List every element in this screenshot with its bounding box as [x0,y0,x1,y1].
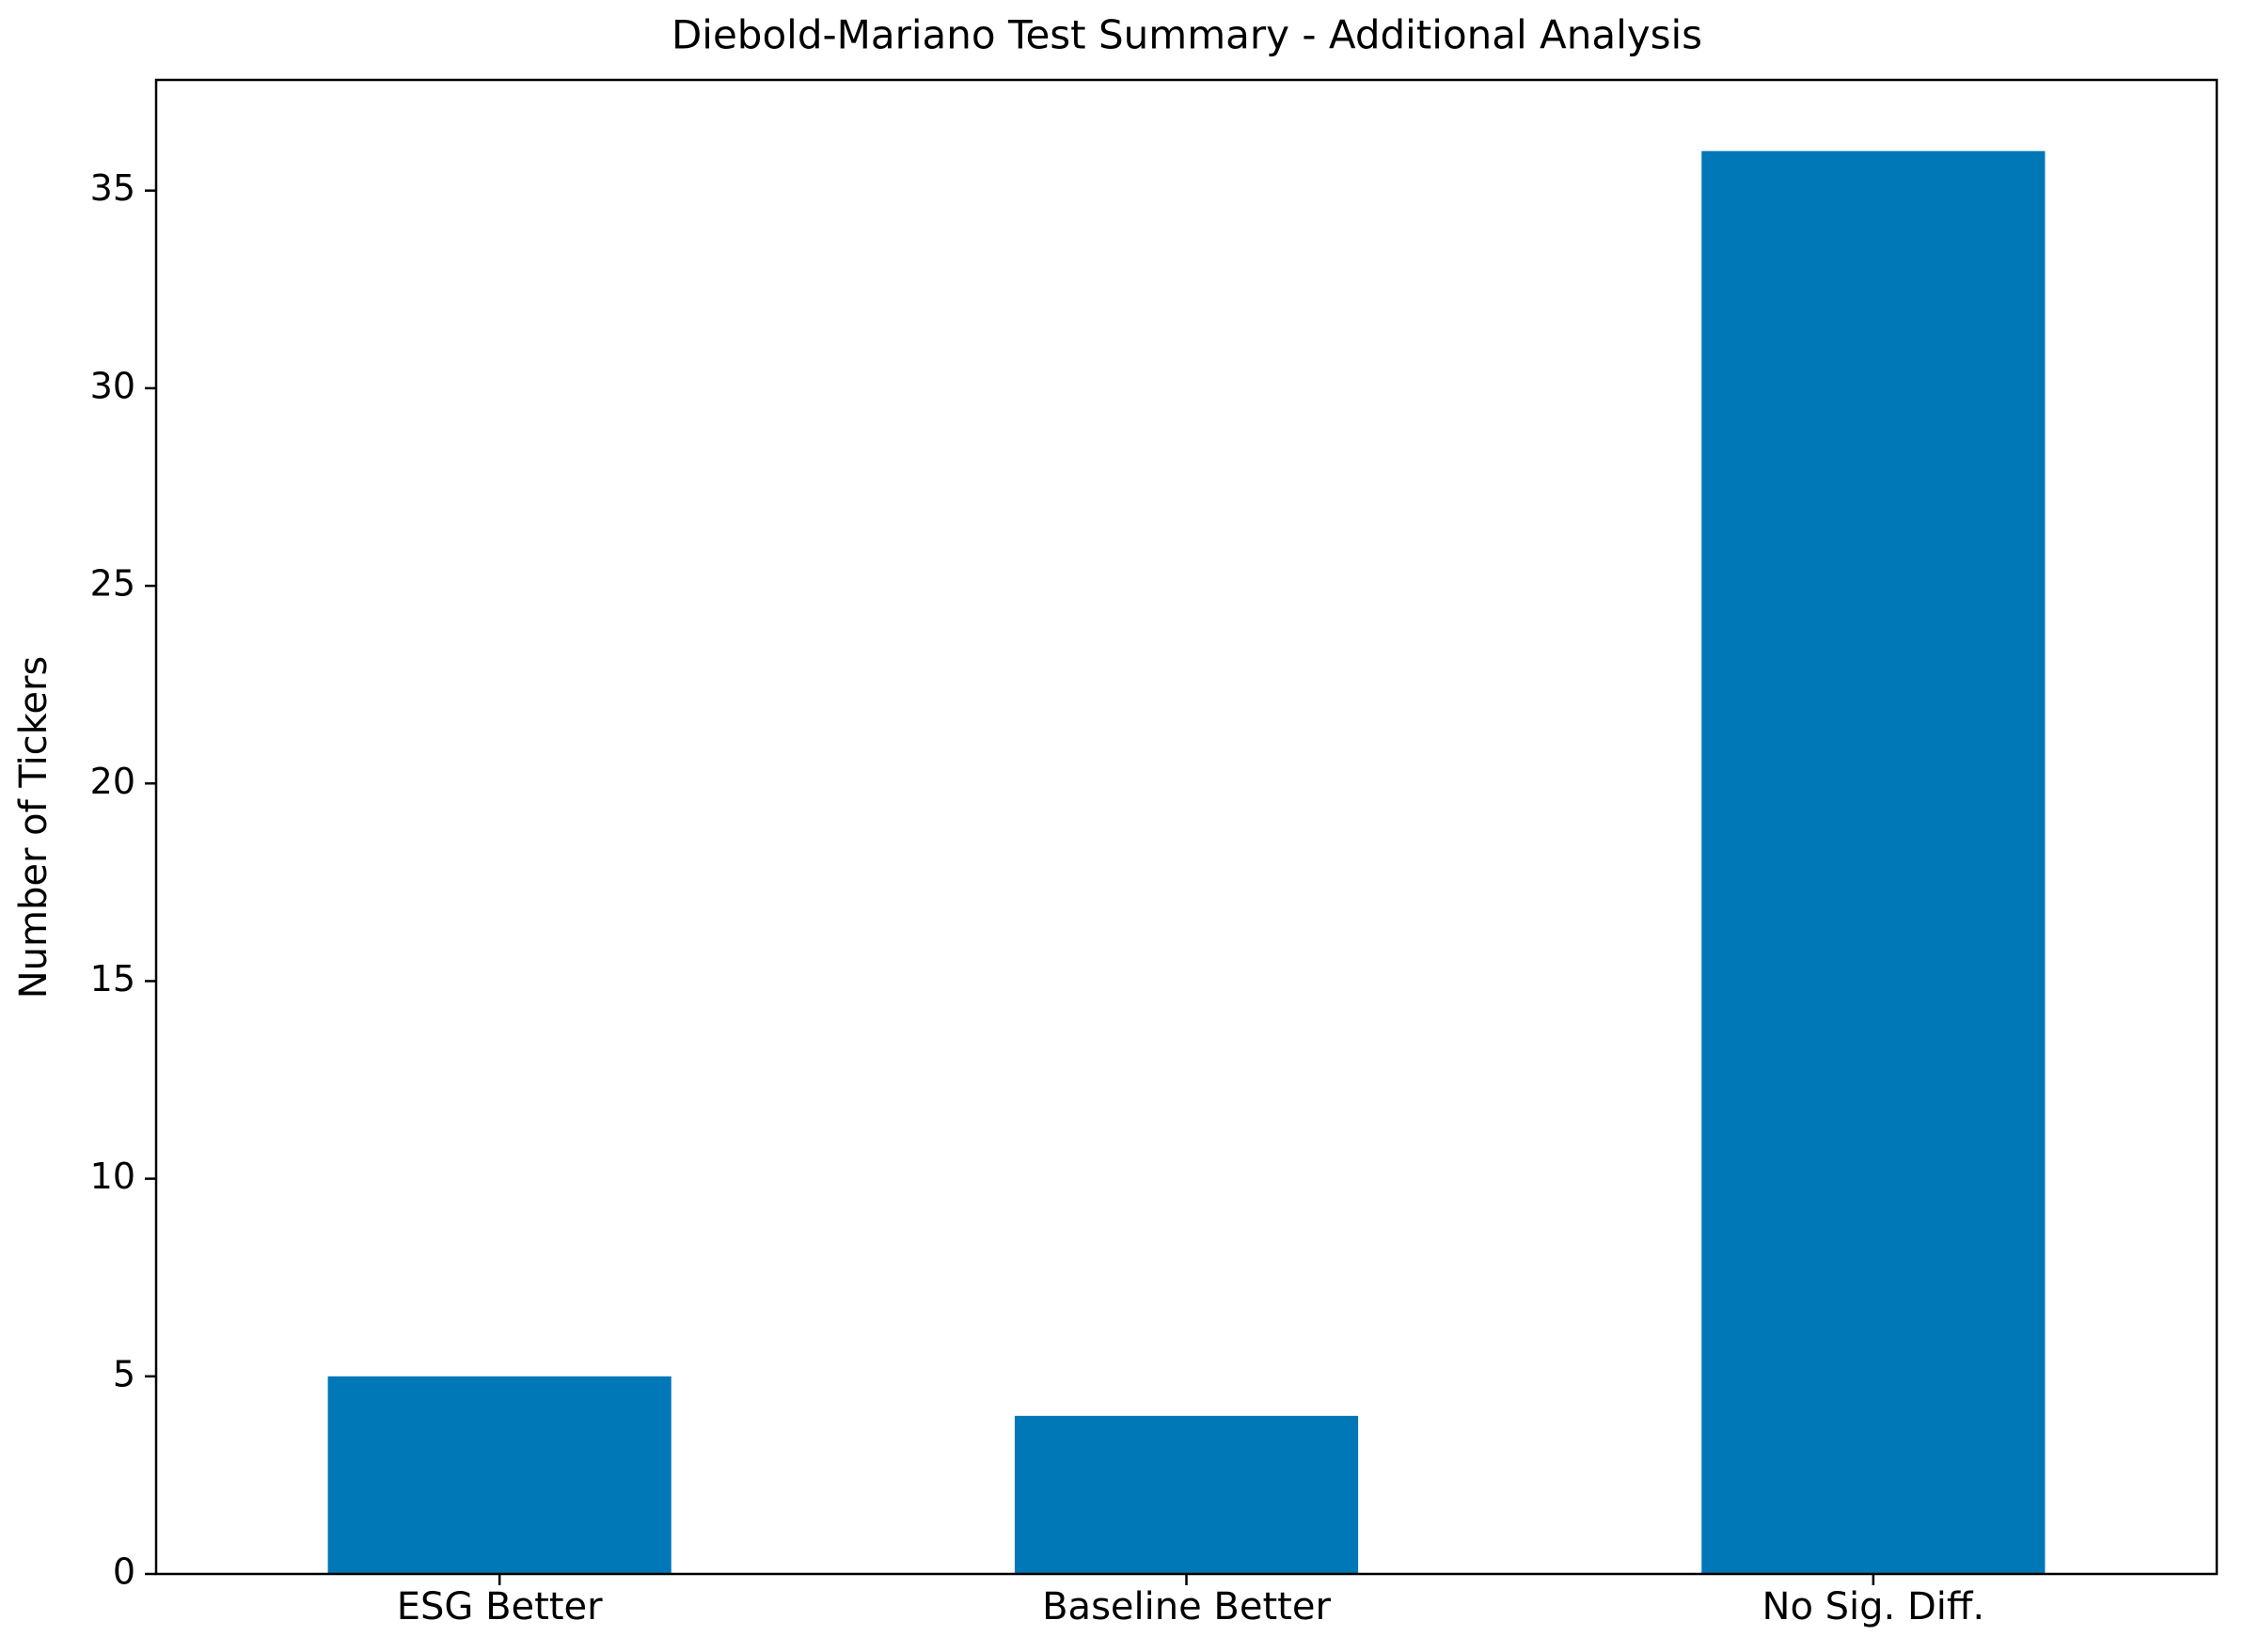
bars-group [327,150,2046,1575]
x-tick-label: No Sig. Diff. [1762,1585,1985,1628]
chart-title: Diebold-Mariano Test Summary - Additiona… [672,12,1702,58]
x-tick-label: Baseline Better [1042,1585,1331,1628]
y-tick-label: 0 [113,1551,135,1593]
y-tick-label: 25 [90,563,135,605]
bar-no-sig-diff [1701,150,2046,1575]
y-tick-label: 30 [90,365,135,406]
x-axis-ticks: ESG Better Baseline Better No Sig. Diff. [397,1574,1984,1628]
y-tick-label: 35 [90,167,135,209]
bar-esg-better [327,1376,672,1574]
bar-baseline-better [1014,1415,1359,1574]
y-axis-label: Number of Tickers [12,656,55,999]
plot-area-frame [154,78,2219,1576]
y-tick-label: 20 [90,761,135,802]
y-tick-label: 10 [90,1156,135,1197]
y-tick-label: 5 [113,1353,135,1394]
y-axis-ticks: 0 5 10 15 20 25 30 35 [90,167,156,1593]
x-tick-label: ESG Better [397,1585,603,1628]
y-tick-label: 15 [90,958,135,999]
